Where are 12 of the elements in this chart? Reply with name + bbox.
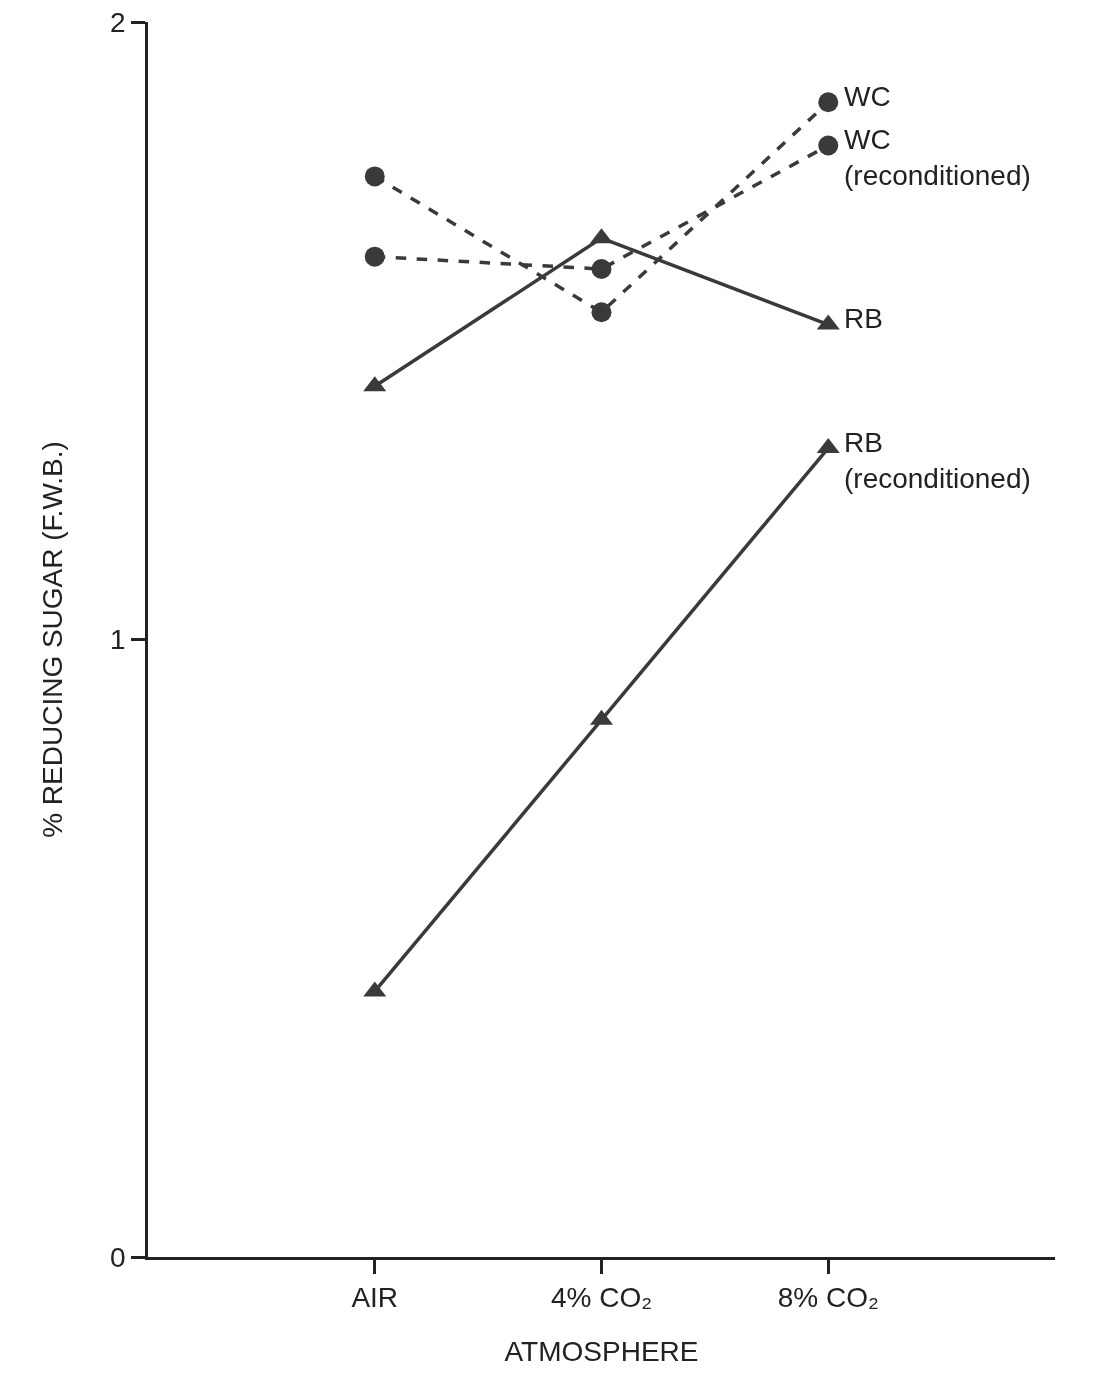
y-tick-label: 0 (110, 1241, 126, 1273)
y-axis-title: % REDUCING SUGAR (F.W.B.) (36, 441, 68, 838)
series-label: WC (reconditioned) (844, 124, 1031, 192)
x-tick-label: AIR (351, 1282, 399, 1314)
series-label: RB (reconditioned) (844, 427, 1031, 495)
y-tick-label: 2 (110, 6, 126, 38)
x-tick-label: 4% CO₂ (550, 1282, 653, 1314)
series-label: WC (844, 81, 891, 112)
y-tick-label: 1 (110, 624, 126, 656)
x-tick-label: 8% CO₂ (777, 1282, 879, 1314)
series-label: RB (844, 303, 883, 334)
x-axis-title: ATMOSPHERE (504, 1336, 699, 1368)
